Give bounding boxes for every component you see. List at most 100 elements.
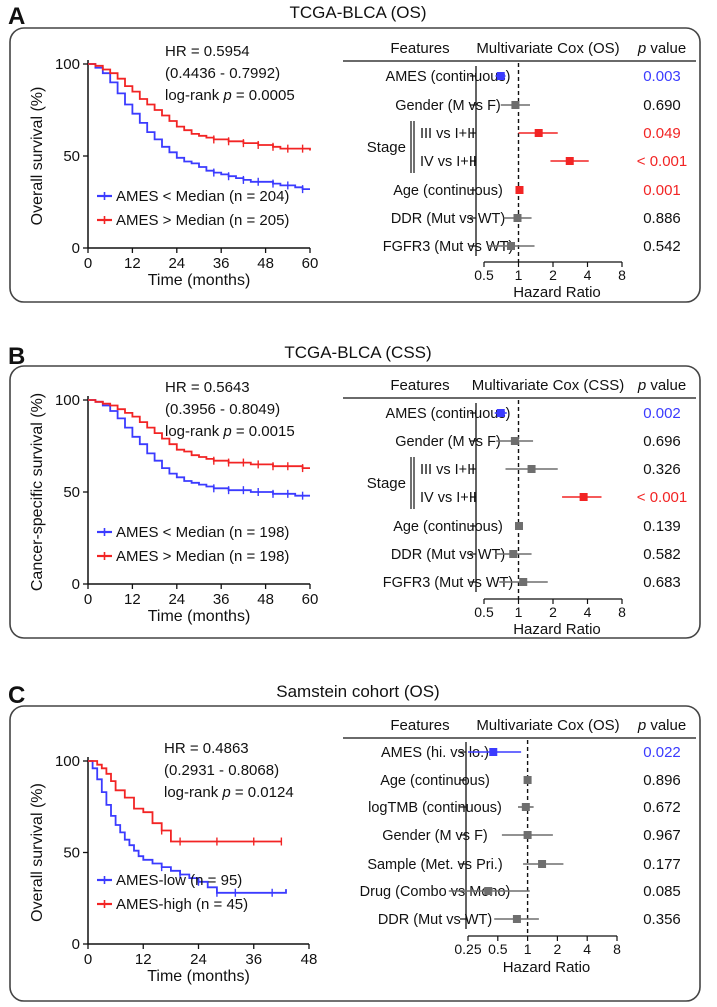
forest-pvalue: 0.896 (643, 772, 681, 789)
logrank-p: p (221, 784, 230, 801)
forest-hr-marker (506, 242, 515, 250)
pvalue-p: p (637, 40, 646, 57)
forest-feature-label: AMES (continuous) (386, 406, 511, 422)
forest-row: Age (continuous) 0.001 (393, 182, 681, 199)
km-x-tick-label: 48 (257, 591, 274, 608)
km-y-label: Overall survival (%) (29, 783, 46, 922)
panel-letter: C (8, 682, 25, 709)
km-x-label: Time (months) (148, 608, 251, 625)
forest-feature-label: Sample (Met. vs Pri.) (367, 857, 502, 873)
forest-row: IV vs I+II < 0.001 (420, 153, 687, 170)
logrank-value: = 0.0005 (232, 87, 295, 104)
forest-cox-header: Multivariate Cox (OS) (476, 717, 619, 734)
forest-x-tick-label: 2 (549, 604, 557, 620)
forest-feature-label: Age (continuous) (393, 183, 503, 199)
forest-plot: Features Multivariate Cox (OS) p value AMES… (343, 717, 696, 976)
pvalue-p: p (637, 377, 646, 394)
legend-label: AMES < Median (n = 198) (116, 524, 289, 541)
km-hr-text: HR = 0.4863 (164, 740, 249, 757)
km-logrank-text: log-rank p = 0.0015 (165, 423, 295, 440)
forest-row: FGFR3 (Mut vs WT) 0.542 (383, 238, 681, 255)
km-x-tick-label: 48 (301, 951, 318, 968)
forest-row: AMES (continuous) 0.003 (386, 68, 681, 85)
forest-feature-label: DDR (Mut vs WT) (391, 547, 505, 563)
forest-row: Gender (M vs F) 0.690 (395, 97, 681, 114)
forest-hr-marker (519, 578, 528, 586)
km-plot: 0 50 100 0 12 24 36 48 60 Time (months) Cancer-spe… (29, 379, 318, 625)
km-logrank-text: log-rank p = 0.0005 (165, 87, 295, 104)
forest-pvalue: 0.967 (643, 827, 681, 844)
km-y-tick-label: 0 (72, 576, 80, 593)
forest-pvalue: 0.326 (643, 461, 681, 478)
panel-letter: A (8, 3, 25, 30)
forest-x-label: Hazard Ratio (513, 621, 601, 638)
km-ci-text: (0.3956 - 0.8049) (165, 401, 280, 418)
km-y-label: Overall survival (%) (29, 87, 46, 226)
forest-plot: Features Multivariate Cox (CSS) p value Sta… (343, 377, 696, 638)
pvalue-rest: value (646, 377, 686, 394)
km-curve-blue (88, 760, 287, 894)
forest-features-header: Features (390, 377, 449, 394)
forest-x-tick-label: 8 (618, 604, 626, 620)
forest-hr-marker (523, 831, 532, 839)
km-x-tick-label: 60 (302, 255, 319, 272)
forest-row: IV vs I+II < 0.001 (420, 489, 687, 506)
forest-feature-label: logTMB (continuous) (368, 800, 502, 816)
panel-letter: B (8, 343, 25, 370)
km-y-tick-label: 50 (63, 845, 80, 862)
panel-frame (9, 27, 701, 303)
km-x-tick-label: 24 (168, 255, 185, 272)
logrank-p: p (222, 87, 231, 104)
forest-row: logTMB (continuous) 0.672 (368, 799, 681, 816)
km-curve-red (88, 63, 311, 151)
forest-pvalue: 0.001 (643, 182, 681, 199)
forest-pvalue: 0.542 (643, 238, 681, 255)
forest-cox-header: Multivariate Cox (OS) (476, 40, 619, 57)
legend-label: AMES-low (n = 95) (116, 872, 242, 889)
km-x-tick-label: 12 (124, 255, 141, 272)
forest-row: DDR (Mut vs WT) 0.886 (391, 210, 681, 227)
logrank-prefix: log-rank (165, 423, 223, 440)
logrank-value: = 0.0124 (231, 784, 294, 801)
forest-x-tick-label: 4 (583, 941, 591, 957)
forest-hr-marker (521, 803, 530, 811)
forest-hr-marker (514, 522, 523, 530)
forest-x-tick-label: 0.5 (488, 941, 508, 957)
km-x-tick-label: 24 (190, 951, 207, 968)
km-x-tick-label: 0 (84, 255, 92, 272)
km-hr-text: HR = 0.5643 (165, 379, 250, 396)
km-ci-text: (0.4436 - 0.7992) (165, 65, 280, 82)
forest-feature-label: FGFR3 (Mut vs WT) (383, 575, 514, 591)
forest-feature-label: III vs I+II (420, 126, 475, 142)
legend-label: AMES > Median (n = 205) (116, 212, 289, 229)
forest-feature-label: Drug (Combo vs Mono) (360, 884, 511, 900)
forest-features-header: Features (390, 40, 449, 57)
km-y-tick-label: 100 (55, 56, 80, 73)
forest-hr-marker (534, 129, 543, 137)
logrank-p: p (222, 423, 231, 440)
forest-feature-label: Age (continuous) (380, 773, 490, 789)
forest-feature-label: Age (continuous) (393, 519, 503, 535)
forest-x-tick-label: 8 (613, 941, 621, 957)
forest-row: DDR (Mut vs WT) 0.582 (391, 546, 681, 563)
forest-hr-marker (489, 748, 498, 756)
km-x-label: Time (months) (147, 968, 250, 985)
pvalue-rest: value (646, 40, 686, 57)
logrank-value: = 0.0015 (232, 423, 295, 440)
forest-feature-label: III vs I+II (420, 462, 475, 478)
forest-pvalue: 0.683 (643, 574, 681, 591)
forest-row: Age (continuous) 0.896 (380, 772, 681, 789)
forest-hr-marker (565, 157, 574, 165)
forest-row: III vs I+II 0.326 (420, 461, 681, 478)
forest-pvalue: 0.139 (643, 518, 681, 535)
forest-x-tick-label: 4 (584, 267, 592, 283)
km-x-tick-label: 0 (84, 591, 92, 608)
forest-pvalue-header: p value (637, 717, 686, 734)
km-x-tick-label: 60 (302, 591, 319, 608)
km-y-tick-label: 0 (72, 936, 80, 953)
km-x-tick-label: 12 (124, 591, 141, 608)
forest-row: Age (continuous) 0.139 (393, 518, 681, 535)
stage-label: Stage (367, 475, 406, 492)
km-x-tick-label: 48 (257, 255, 274, 272)
